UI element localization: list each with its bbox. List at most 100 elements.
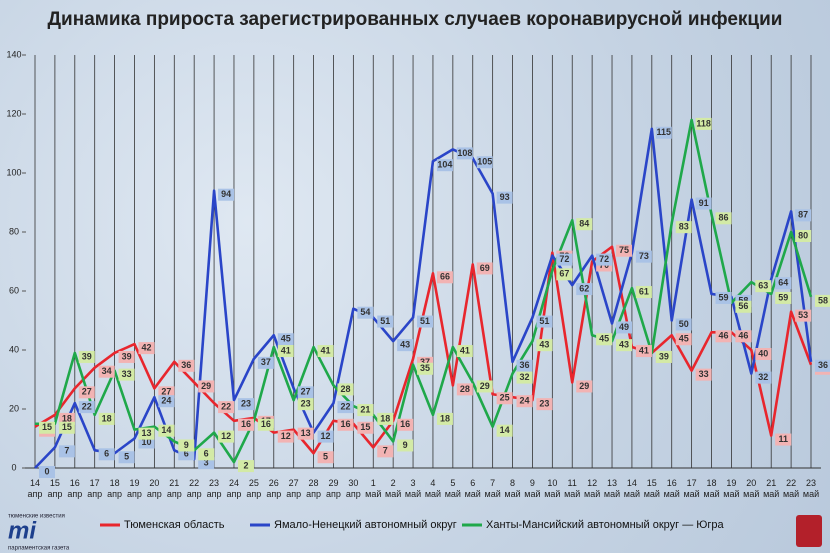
value-label-box <box>456 345 473 358</box>
value-label: 12 <box>221 431 231 441</box>
x-tick-label: 15 май <box>643 478 660 499</box>
value-label: 23 <box>539 399 549 409</box>
value-label-box <box>775 291 792 304</box>
value-label: 10 <box>141 437 151 447</box>
value-label: 54 <box>360 307 370 317</box>
x-tick-label: 19 апр <box>127 478 142 499</box>
value-label: 36 <box>520 360 530 370</box>
series-line <box>34 127 813 469</box>
value-label-box <box>337 418 354 431</box>
labels: 1418273439422736292216171213516157163766… <box>39 117 830 478</box>
value-label: 32 <box>520 372 530 382</box>
value-label-box <box>576 283 593 296</box>
value-label-box <box>218 430 235 443</box>
value-label-box <box>337 401 354 414</box>
value-label-box <box>456 383 473 396</box>
value-label-box <box>237 460 254 473</box>
value-label: 105 <box>477 157 492 167</box>
value-label: 33 <box>122 369 132 379</box>
value-label-box <box>397 339 414 352</box>
value-label-box <box>58 445 75 458</box>
value-label: 27 <box>301 387 311 397</box>
value-label: 43 <box>400 340 410 350</box>
x-tick-label: 9 май <box>524 478 541 499</box>
value-label: 12 <box>281 431 291 441</box>
value-label: 16 <box>241 419 251 429</box>
x-tick-label: 26 апр <box>266 478 282 499</box>
value-label: 13 <box>301 428 311 438</box>
value-label-box <box>516 371 533 384</box>
value-label-box <box>397 439 414 452</box>
value-label-box <box>556 253 573 266</box>
value-label-box <box>297 386 314 399</box>
value-label-box <box>655 126 672 139</box>
value-label-box <box>257 356 274 369</box>
value-label: 62 <box>579 283 589 293</box>
value-label-box <box>257 418 274 431</box>
x-tick-label: 21 май <box>763 478 780 499</box>
x-tick-label: 16 апр <box>67 478 83 499</box>
value-label: 51 <box>420 316 430 326</box>
value-label: 51 <box>380 316 390 326</box>
value-label-box <box>297 427 314 440</box>
value-label: 11 <box>778 434 788 444</box>
value-label-box <box>635 250 652 263</box>
value-label: 73 <box>639 251 649 261</box>
value-label: 93 <box>500 192 510 202</box>
value-label-box <box>78 401 95 414</box>
value-label-box <box>755 371 772 384</box>
legend-label: Ямало-Ненецкий автономный округ <box>274 519 457 531</box>
value-label-box <box>635 345 652 358</box>
value-label: 29 <box>480 381 490 391</box>
value-label-box <box>39 466 55 478</box>
value-label: 5 <box>124 452 129 462</box>
value-label-box <box>397 418 414 431</box>
value-label-box <box>377 315 394 328</box>
value-label: 41 <box>460 345 470 355</box>
value-label: 80 <box>798 230 808 240</box>
x-tick-label: 2 май <box>385 478 402 499</box>
y-tick-label: 40 <box>9 344 19 354</box>
value-label-box <box>178 359 195 372</box>
value-label: 72 <box>559 254 569 264</box>
value-label: 18 <box>380 413 390 423</box>
x-tick-label: 17 апр <box>87 478 103 499</box>
value-label: 22 <box>340 401 350 411</box>
value-label: 22 <box>82 401 92 411</box>
x-tick-label: 11 май <box>564 478 581 499</box>
value-label-box <box>98 412 115 425</box>
value-label: 15 <box>42 422 52 432</box>
value-label: 3 <box>204 458 209 468</box>
value-label-box <box>357 404 374 417</box>
value-label: 45 <box>679 334 689 344</box>
value-label: 61 <box>639 286 649 296</box>
value-label: 6 <box>204 449 209 459</box>
value-label-box <box>98 365 115 378</box>
value-label-box <box>417 315 434 328</box>
legend-label: Ханты-Мансийский автономный округ — Югра <box>486 519 725 531</box>
value-label: 24 <box>161 396 171 406</box>
value-label: 59 <box>719 292 729 302</box>
x-tick-label: 23 апр <box>206 478 222 499</box>
value-label: 46 <box>738 331 748 341</box>
value-label-box <box>655 350 672 363</box>
value-label: 36 <box>818 360 828 370</box>
value-label-box <box>675 318 692 331</box>
value-label-box <box>317 451 334 464</box>
value-label: 87 <box>798 210 808 220</box>
value-label-box <box>277 430 294 443</box>
value-label-box <box>357 306 374 319</box>
value-label-box <box>496 424 513 437</box>
value-label-box <box>337 383 354 396</box>
value-label-box <box>755 348 772 360</box>
value-label-box <box>476 380 493 393</box>
value-label-box <box>536 398 553 411</box>
value-label-box <box>695 117 712 130</box>
x-tick-label: 18 май <box>703 478 720 499</box>
value-label: 58 <box>818 295 828 305</box>
value-label-box <box>357 421 374 434</box>
value-label: 6 <box>104 449 109 459</box>
x-tick-label: 19 май <box>723 478 740 499</box>
value-label-box <box>795 309 812 322</box>
